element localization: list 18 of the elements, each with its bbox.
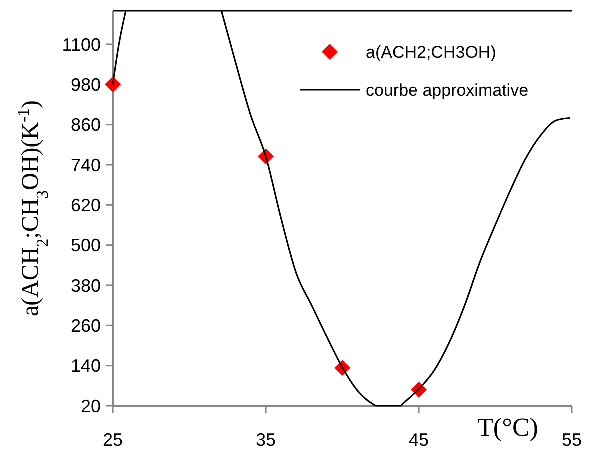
point	[105, 76, 121, 93]
legend-label: courbe approximative	[366, 80, 529, 100]
y-tick-label: 500	[70, 236, 101, 256]
x-tick-label: 25	[102, 430, 124, 450]
legend-label: a(ACH2;CH3OH)	[366, 42, 496, 62]
x-tick-label: 45	[408, 430, 430, 450]
y-tick-label: 740	[70, 155, 101, 176]
y-tick-label: 620	[70, 195, 101, 216]
y-tick-label: 1100	[62, 34, 101, 55]
y-tick-label: 980	[70, 74, 101, 95]
y-tick-label: 380	[70, 276, 101, 296]
y-tick-label: 260	[70, 316, 101, 336]
y-tick-label: 140	[70, 356, 101, 376]
y-tick-label: 20	[80, 396, 101, 416]
y-tick-label: 860	[70, 115, 101, 136]
x-tick-label: 35	[256, 430, 276, 450]
x-tick-label: 55	[562, 430, 582, 450]
x-axis-title: T(°C)	[478, 413, 538, 442]
